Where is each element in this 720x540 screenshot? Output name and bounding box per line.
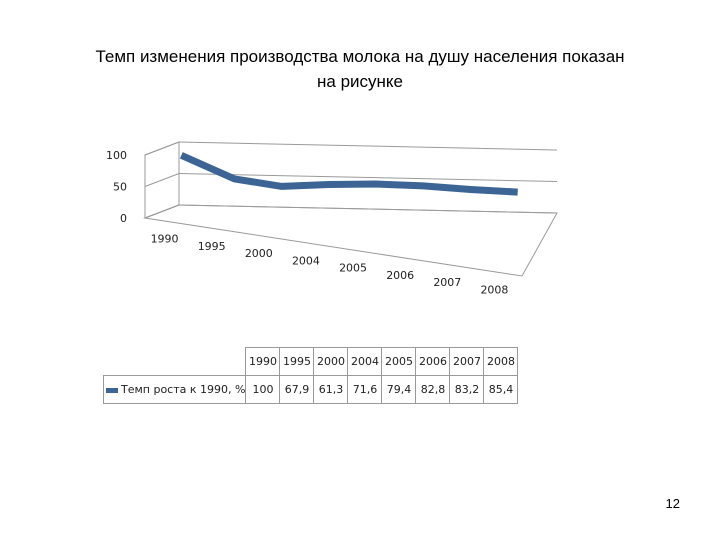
page-number: 12 — [665, 496, 680, 511]
legend-series-name: Темп роста к 1990, % — [121, 383, 246, 396]
data-table-header-row: 1990 1995 2000 2004 2005 2006 2007 2008 — [103, 347, 519, 376]
gridline — [178, 173, 558, 182]
data-table-series-cell: Темп роста к 1990, % — [102, 375, 247, 404]
chart-data-table: 1990 1995 2000 2004 2005 2006 2007 2008 Темп ро… — [102, 347, 519, 404]
gridline — [178, 204, 558, 214]
slide-title-line-2: на рисунке — [317, 72, 403, 91]
data-table-value-cell: 71,6 — [347, 375, 383, 404]
gridline-side — [144, 173, 180, 187]
gridline-side — [144, 141, 180, 156]
data-table-year-cell: 2008 — [483, 347, 519, 376]
gridline — [178, 141, 558, 151]
data-table-year-cell: 1990 — [245, 347, 281, 376]
data-table-value-cell: 100 — [245, 375, 281, 404]
x-category-label: 2004 — [292, 254, 320, 267]
slide-title-line-1: Темп изменения производства молока на ду… — [95, 47, 625, 66]
x-category-label: 1990 — [151, 233, 179, 246]
data-table-year-cell: 2000 — [313, 347, 349, 376]
data-table-value-cell: 79,4 — [381, 375, 417, 404]
x-category-label: 2000 — [245, 247, 273, 260]
data-table-year-cell: 2007 — [449, 347, 485, 376]
x-category-label: 2007 — [433, 276, 461, 289]
data-table-value-cell: 82,8 — [415, 375, 451, 404]
data-table-year-cell: 2004 — [347, 347, 383, 376]
data-table-year-cell: 2005 — [381, 347, 417, 376]
y-tick-label: 0 — [120, 212, 127, 225]
legend-key — [106, 387, 118, 393]
series-line — [179, 152, 518, 196]
x-category-label: 2006 — [386, 269, 414, 282]
y-tick-label: 100 — [106, 149, 127, 162]
chart-gridlines — [144, 141, 558, 219]
x-category-label: 2005 — [339, 262, 367, 275]
y-axis-tick-labels: 0 50 100 — [106, 149, 127, 225]
data-table-corner-cell — [103, 347, 247, 376]
x-category-label: 1995 — [198, 240, 226, 253]
slide-title: Темп изменения производства молока на ду… — [40, 44, 680, 94]
chart-series — [179, 152, 518, 196]
data-table-value-cell: 83,2 — [449, 375, 485, 404]
data-table-value-cell: 61,3 — [313, 375, 349, 404]
data-table-value-cell: 67,9 — [279, 375, 315, 404]
x-category-label: 2008 — [480, 283, 508, 296]
data-table-value-cell: 85,4 — [483, 375, 519, 404]
data-table-series-row: Темп роста к 1990, % 100 67,9 61,3 71,6 79,4… — [102, 375, 519, 404]
y-tick-label: 50 — [113, 181, 127, 194]
data-table-year-cell: 1995 — [279, 347, 315, 376]
x-axis-category-labels: 1990 1995 2000 2004 2005 2006 2007 2008 — [151, 233, 509, 297]
data-table-year-cell: 2006 — [415, 347, 451, 376]
gridline-side — [144, 204, 180, 219]
